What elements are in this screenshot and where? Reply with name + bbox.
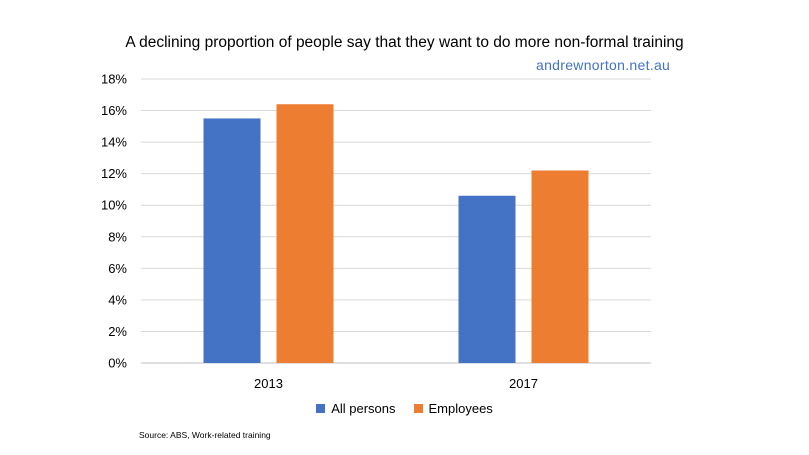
y-tick-label: 0% — [108, 356, 127, 371]
legend-swatch-all-persons — [316, 404, 326, 413]
legend-label-employees: Employees — [428, 401, 493, 416]
y-tick-label: 8% — [108, 229, 127, 244]
legend: All persons Employees — [0, 401, 809, 416]
x-axis-ticks: 2013 2017 — [254, 376, 538, 391]
legend-label-all-persons: All persons — [331, 401, 396, 416]
bar-employees-2017 — [531, 170, 589, 363]
bars — [203, 104, 589, 363]
y-tick-label: 2% — [108, 324, 127, 339]
watermark-text: andrewnorton.net.au — [536, 57, 671, 73]
y-axis-ticks: 0% 2% 4% 6% 8% 10% 12% 14% 16% 18% — [101, 72, 127, 371]
y-tick-label: 10% — [101, 198, 127, 213]
y-tick-label: 16% — [101, 103, 127, 118]
bar-all-persons-2013 — [203, 118, 261, 363]
legend-item-all-persons: All persons — [316, 401, 396, 416]
y-tick-label: 14% — [101, 135, 127, 150]
x-tick-label: 2013 — [254, 376, 283, 391]
bar-chart: 0% 2% 4% 6% 8% 10% 12% 14% 16% 18% 2013 2017 — [101, 72, 651, 391]
y-tick-label: 18% — [101, 72, 127, 87]
x-tick-label: 2017 — [509, 376, 538, 391]
legend-item-employees: Employees — [413, 401, 493, 416]
bar-all-persons-2017 — [458, 195, 516, 363]
y-tick-label: 4% — [108, 292, 127, 307]
chart-title: A declining proportion of people say tha… — [125, 34, 684, 51]
source-note: Source: ABS, Work-related training — [139, 430, 271, 440]
y-tick-label: 6% — [108, 261, 127, 276]
y-tick-label: 12% — [101, 166, 127, 181]
legend-swatch-employees — [413, 404, 423, 413]
bar-employees-2013 — [276, 104, 334, 363]
